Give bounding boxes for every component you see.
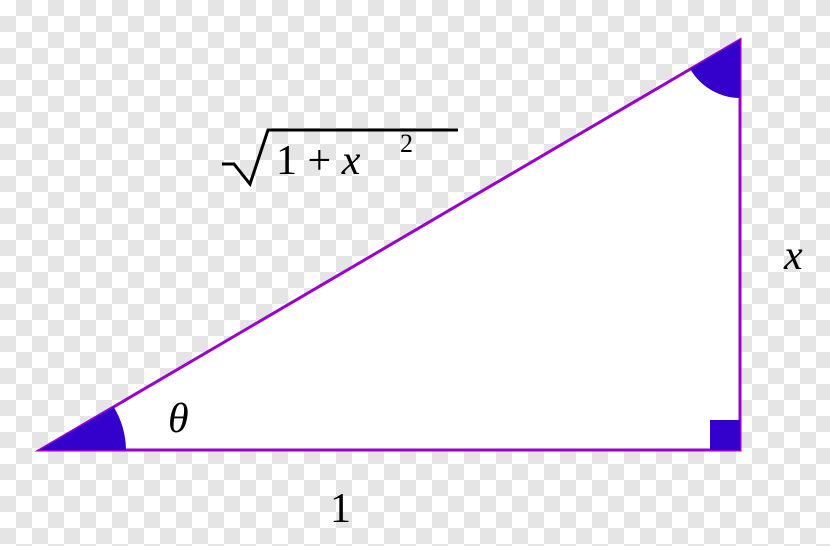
theta-angle-marker: [40, 407, 126, 450]
radicand: 1 + x: [276, 138, 361, 184]
hypotenuse-label: 1 + x 2: [220, 124, 460, 188]
triangle: [40, 40, 740, 450]
opposite-side-label: x: [784, 235, 803, 277]
right-angle-marker: [710, 420, 740, 450]
base-label: 1: [330, 488, 351, 530]
triangle-figure: [0, 0, 830, 546]
exponent: 2: [400, 129, 413, 158]
theta-label: θ: [168, 398, 189, 440]
